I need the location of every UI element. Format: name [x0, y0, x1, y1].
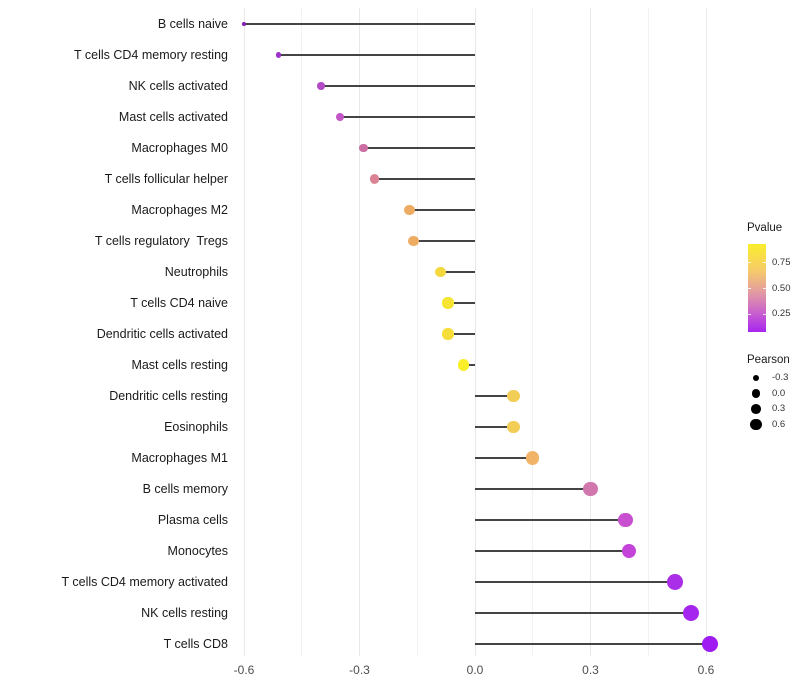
row-label: Macrophages M0: [131, 141, 228, 155]
lollipop-dot: [434, 266, 446, 278]
lollipop-stem: [475, 488, 591, 490]
lollipop-dot: [507, 389, 520, 403]
colorbar-tick-label: 0.50: [772, 282, 791, 294]
lollipop-dot: [507, 420, 520, 434]
colorbar-tickmark: [748, 262, 751, 264]
lollipop-stem: [321, 85, 475, 87]
lollipop-dot: [667, 574, 684, 590]
lollipop-stem: [475, 519, 626, 521]
lollipop-stem: [278, 54, 475, 56]
x-tick-label: 0.3: [582, 663, 599, 677]
lollipop-stem: [413, 240, 475, 242]
row-label: Monocytes: [167, 544, 228, 558]
row-label: T cells regulatory Tregs: [94, 234, 228, 248]
lollipop-dot: [358, 143, 368, 153]
row-label: Macrophages M1: [131, 451, 228, 465]
row-label: T cells follicular helper: [104, 172, 228, 186]
row-label: Dendritic cells resting: [109, 389, 228, 403]
lollipop-dot: [617, 512, 633, 528]
lollipop-stem: [475, 581, 676, 583]
lollipop-stem: [475, 550, 629, 552]
lollipop-dot: [526, 451, 540, 465]
row-label: B cells naive: [157, 17, 228, 31]
size-legend-label: 0.6: [772, 418, 786, 430]
lollipop-dot: [370, 174, 380, 184]
row-label: Mast cells activated: [118, 110, 228, 124]
gridline-minor: [416, 8, 418, 656]
row-label: Neutrophils: [164, 265, 228, 279]
lollipop-stem: [475, 643, 710, 645]
row-label: T cells CD8: [163, 637, 228, 651]
lollipop-dot: [682, 604, 699, 622]
lollipop-stem: [448, 302, 475, 304]
size-legend-dot: [751, 404, 761, 414]
lollipop-stem: [475, 395, 514, 397]
row-label: Macrophages M2: [131, 203, 228, 217]
size-legend-dot: [751, 389, 760, 398]
size-legend-label: 0.0: [772, 387, 786, 399]
lollipop-stem: [340, 116, 475, 118]
lollipop-dot: [442, 328, 454, 340]
gridline-major: [705, 8, 707, 656]
row-label: T cells CD4 memory activated: [61, 575, 229, 589]
gridline-major: [590, 8, 591, 656]
colorbar-tickmark: [763, 313, 766, 315]
lollipop-stem: [475, 457, 533, 459]
pvalue-colorbar: [748, 244, 766, 332]
colorbar-tick-label: 0.75: [772, 256, 791, 268]
lollipop-dot: [336, 112, 345, 122]
colorbar-tickmark: [763, 288, 766, 290]
lollipop-stem: [475, 612, 691, 614]
lollipop-dot: [442, 297, 454, 309]
lollipop-stem: [409, 209, 475, 211]
size-legend-label: -0.3: [772, 372, 789, 383]
gridline-major: [474, 8, 476, 656]
row-label: Dendritic cells activated: [96, 327, 228, 341]
lollipop-stem: [463, 364, 475, 366]
gridline-minor: [301, 8, 303, 656]
lollipop-dot: [408, 235, 419, 247]
lollipop-stem: [363, 147, 475, 149]
row-label: B cells memory: [142, 482, 228, 496]
x-tick-label: 0.0: [466, 663, 484, 677]
lollipop-stem: [374, 178, 475, 180]
row-label: Eosinophils: [164, 420, 228, 434]
lollipop-dot: [242, 22, 246, 26]
row-label: NK cells resting: [141, 606, 228, 620]
lollipop-dot: [457, 359, 470, 371]
lollipop-dot: [404, 204, 415, 216]
gridline-minor: [532, 8, 534, 656]
pvalue-legend-title: Pvalue: [747, 222, 783, 234]
gridline-major: [243, 8, 245, 656]
size-legend-label: 0.3: [772, 403, 786, 414]
gridline-minor: [647, 8, 649, 656]
lollipop-dot: [275, 52, 282, 58]
size-legend-dot: [753, 375, 759, 381]
pearson-legend-title: Pearson: [747, 354, 790, 366]
lollipop-stem: [475, 426, 514, 428]
colorbar-tick-label: 0.25: [772, 308, 791, 320]
gridline-major: [359, 8, 360, 656]
lollipop-dot: [317, 82, 325, 90]
size-legend-dot: [750, 418, 762, 431]
colorbar-tickmark: [763, 262, 766, 264]
colorbar-tickmark: [748, 288, 751, 290]
lollipop-stem: [440, 271, 475, 273]
lollipop-stem: [244, 23, 475, 25]
row-label: Plasma cells: [157, 513, 228, 527]
row-label: T cells CD4 naive: [130, 296, 228, 310]
row-label: Mast cells resting: [131, 358, 228, 372]
colorbar-tickmark: [748, 313, 751, 315]
lollipop-stem: [448, 333, 475, 335]
row-label: T cells CD4 memory resting: [74, 48, 228, 62]
x-tick-label: -0.3: [349, 663, 370, 677]
x-tick-label: -0.6: [233, 663, 255, 677]
lollipop-dot: [583, 481, 598, 497]
x-tick-label: 0.6: [697, 663, 715, 677]
lollipop-dot: [621, 543, 637, 559]
row-label: NK cells activated: [128, 79, 228, 93]
lollipop-dot: [701, 635, 719, 653]
